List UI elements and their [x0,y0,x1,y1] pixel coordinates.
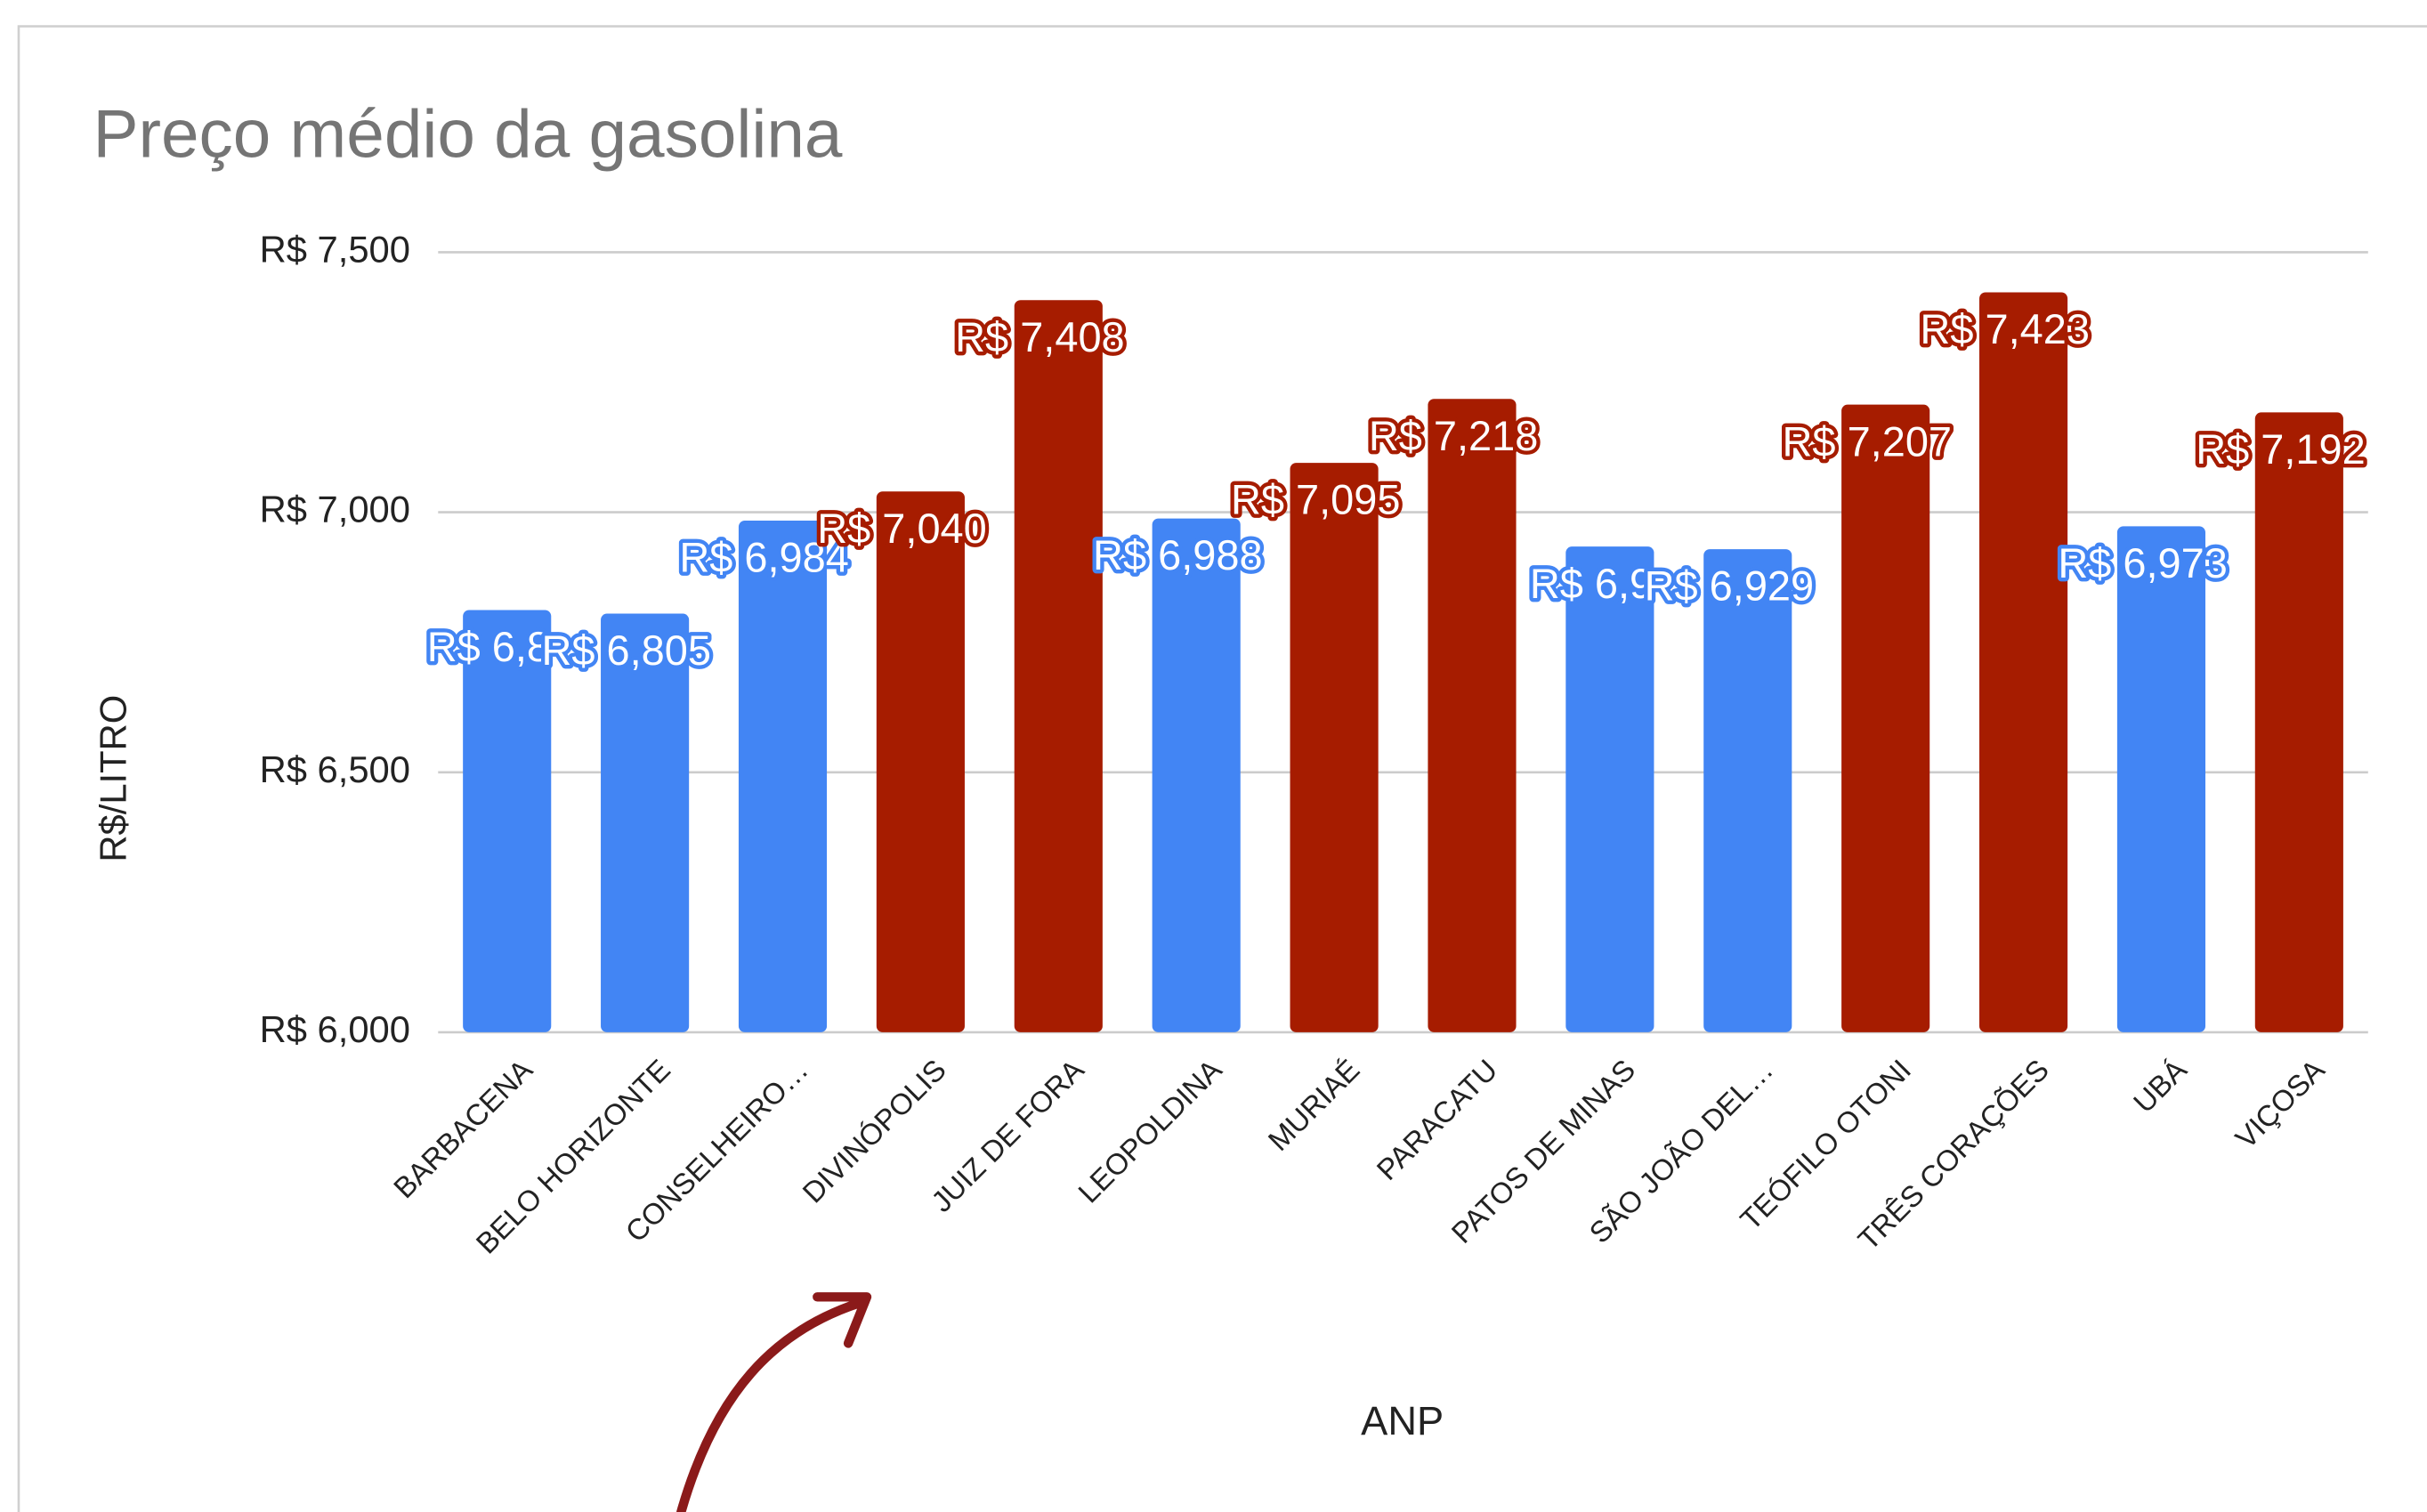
chart-title: Preço médio da gasolina [93,97,842,173]
bar [1565,546,1654,1032]
bar [463,610,552,1032]
bar [738,520,828,1032]
annotation-arrow [676,1298,864,1512]
y-tick-label: R$ 6,000 [260,1008,410,1050]
bar [2116,526,2206,1032]
data-label: R$ 7,423 [1920,305,2090,352]
bar [601,613,690,1032]
data-label: R$ 7,218 [1369,412,1539,459]
data-label: R$ 7,408 [955,313,1125,360]
data-label: R$ 7,040 [817,505,987,552]
data-label: R$ 7,192 [2196,425,2366,473]
annotation-arrowhead [813,1292,872,1348]
data-label: R$ 6,9 [1530,560,1653,607]
bar [2254,412,2343,1032]
y-tick-label: R$ 7,000 [260,489,410,530]
data-label: R$ 6,929 [1645,562,1815,610]
x-axis-label: ANP [1361,1398,1444,1443]
y-tick-label: R$ 7,500 [260,228,410,270]
bar [1841,404,1930,1032]
bar [1014,300,1103,1032]
data-label: R$ 6,984 [679,534,849,581]
bar [1290,463,1379,1032]
data-label: R$ 6,805 [541,627,711,674]
bar [1703,549,1792,1032]
y-tick-label: R$ 6,500 [260,748,410,790]
bar [876,491,965,1032]
data-label: R$ 6,988 [1093,531,1263,578]
bar [1978,292,2068,1032]
data-label: R$ 6,8 [427,623,550,670]
bar [1152,518,1241,1032]
data-label: R$ 6,973 [2058,539,2228,586]
y-axis-label: R$/LITRO [93,695,134,862]
data-label: R$ 7,095 [1231,476,1401,523]
data-label: R$ 7,207 [1783,417,1953,465]
bar [1428,399,1517,1032]
